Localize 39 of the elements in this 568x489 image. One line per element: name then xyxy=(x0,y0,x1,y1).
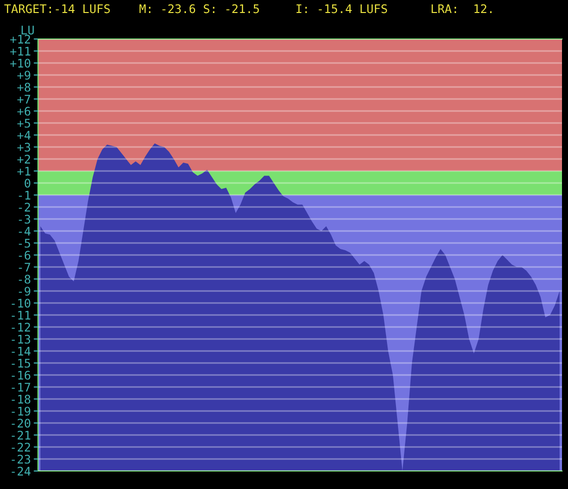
y-tick-label: +11 xyxy=(10,46,30,56)
y-tick-label: -16 xyxy=(12,370,30,380)
y-tick-label: -18 xyxy=(12,394,30,404)
y-tick-label: -8 xyxy=(18,274,30,284)
y-tick-label: -3 xyxy=(18,214,30,224)
y-tick-label: -22 xyxy=(12,442,30,452)
y-tick-label: -24 xyxy=(12,466,30,476)
y-tick-label: 0 xyxy=(24,178,30,188)
y-tick-label: -9 xyxy=(18,286,30,296)
y-tick-label: -1 xyxy=(18,190,30,200)
y-tick-label: -19 xyxy=(12,406,30,416)
y-tick-label: +10 xyxy=(10,58,30,68)
y-tick-label: -5 xyxy=(18,238,30,248)
y-tick-label: +6 xyxy=(17,106,30,116)
y-tick-label: -20 xyxy=(12,418,30,428)
y-tick-label: +3 xyxy=(17,142,30,152)
y-tick-label: +9 xyxy=(17,70,30,80)
y-tick-label: -14 xyxy=(12,346,30,356)
y-tick-label: +4 xyxy=(17,130,30,140)
y-tick-label: +12 xyxy=(10,34,30,44)
y-tick-label: -15 xyxy=(12,358,30,368)
y-tick-label: +5 xyxy=(17,118,30,128)
y-tick-label: -13 xyxy=(12,334,30,344)
y-tick-label: -2 xyxy=(18,202,30,212)
y-tick-label: -17 xyxy=(12,382,30,392)
y-tick-label: -7 xyxy=(18,262,30,272)
chart-title: TARGET:-14 LUFS M: -23.6 S: -21.5 I: -15.4 LUFS LRA: 12. xyxy=(4,4,492,14)
y-tick-label: -23 xyxy=(12,454,30,464)
y-tick-label: -6 xyxy=(18,250,30,260)
y-tick-label: -21 xyxy=(12,430,30,440)
y-tick-label: +1 xyxy=(17,166,30,176)
y-tick-label: +8 xyxy=(17,82,30,92)
y-tick-label: -11 xyxy=(12,310,30,320)
y-tick-label: +7 xyxy=(17,94,30,104)
y-tick-label: -10 xyxy=(12,298,30,308)
y-axis-title: LU xyxy=(22,26,34,35)
y-tick-label: -12 xyxy=(12,322,30,332)
y-tick-label: +2 xyxy=(17,154,30,164)
y-tick-label: -4 xyxy=(18,226,30,236)
